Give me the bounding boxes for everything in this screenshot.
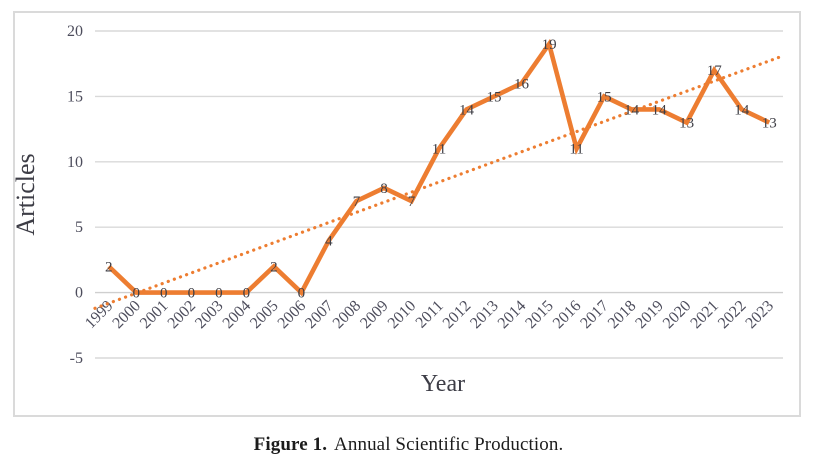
- y-axis-title: Articles: [15, 153, 40, 235]
- x-tick-label: 2011: [413, 297, 447, 331]
- x-tick-label: 2008: [330, 297, 365, 332]
- data-label: 17: [707, 63, 723, 79]
- data-label: 7: [408, 194, 416, 210]
- x-tick-label: 2004: [220, 297, 255, 332]
- x-tick-label: 2021: [687, 297, 722, 332]
- data-label: 0: [215, 286, 223, 302]
- x-tick-label: 2000: [109, 297, 144, 332]
- data-label: 0: [243, 286, 251, 302]
- y-tick-label: 20: [67, 23, 83, 40]
- data-label: 8: [380, 181, 388, 197]
- data-label: 0: [298, 286, 306, 302]
- x-tick-label: 2023: [742, 297, 777, 332]
- chart-frame: 20 15 10 5 0 -5 1999 2000 2001 2002 2003 2004 2005 20…: [13, 11, 801, 417]
- data-label: 14: [459, 102, 475, 118]
- data-label: 14: [652, 102, 668, 118]
- x-tick-label: 2018: [605, 297, 640, 332]
- x-tick-label: 2005: [247, 297, 282, 332]
- x-tick-label: 2022: [715, 297, 750, 332]
- y-tick-label: 15: [67, 88, 83, 105]
- data-label: 4: [325, 233, 333, 249]
- data-label: 16: [514, 76, 530, 92]
- data-label: 2: [105, 259, 113, 275]
- figure-caption: Figure 1. Annual Scientific Production.: [0, 434, 817, 456]
- x-tick-label: 2001: [137, 297, 172, 332]
- data-label: 7: [353, 194, 361, 210]
- x-tick-label: 2013: [467, 297, 502, 332]
- y-tick-label: 0: [75, 285, 83, 302]
- x-tick-label: 2015: [522, 297, 557, 332]
- x-axis-title: Year: [421, 371, 465, 397]
- x-tick-label: 1999: [82, 297, 117, 332]
- data-label: 15: [487, 89, 502, 105]
- x-tick-label: 2017: [577, 297, 612, 332]
- data-label: 0: [133, 286, 141, 302]
- x-tick-label: 2014: [495, 297, 530, 332]
- trendline: [93, 54, 785, 310]
- x-tick-label: 2009: [357, 297, 392, 332]
- x-tick-label: 2020: [660, 297, 695, 332]
- data-label: 14: [734, 102, 750, 118]
- data-label: 14: [624, 102, 640, 118]
- x-tick-label: 2006: [275, 297, 310, 332]
- data-label: 15: [597, 89, 612, 105]
- data-label: 11: [569, 142, 583, 158]
- x-tick-label: 2007: [302, 297, 337, 332]
- x-tick-label: 2010: [385, 297, 420, 332]
- figure-caption-label: Figure 1.: [253, 434, 328, 455]
- series-line: [107, 38, 771, 297]
- y-tick-label: 5: [75, 219, 83, 236]
- data-label: 13: [762, 116, 777, 132]
- data-label: 0: [188, 286, 196, 302]
- chart-svg: 20151050-5199920002001200220032004200520…: [15, 23, 785, 397]
- x-tick-label: 2016: [550, 297, 585, 332]
- data-label: 19: [542, 37, 557, 53]
- data-label: 11: [432, 142, 446, 158]
- x-tick-label: 2002: [165, 297, 200, 332]
- x-tick-label: 2003: [192, 297, 227, 332]
- figure-caption-text: Annual Scientific Production.: [334, 434, 564, 455]
- x-tick-label: 2012: [440, 297, 475, 332]
- data-label: 13: [679, 116, 694, 132]
- x-tick-label: 2019: [632, 297, 667, 332]
- y-tick-label: 10: [67, 154, 83, 171]
- data-label: 0: [160, 286, 168, 302]
- data-label: 2: [270, 259, 278, 275]
- y-tick-label: -5: [70, 350, 83, 367]
